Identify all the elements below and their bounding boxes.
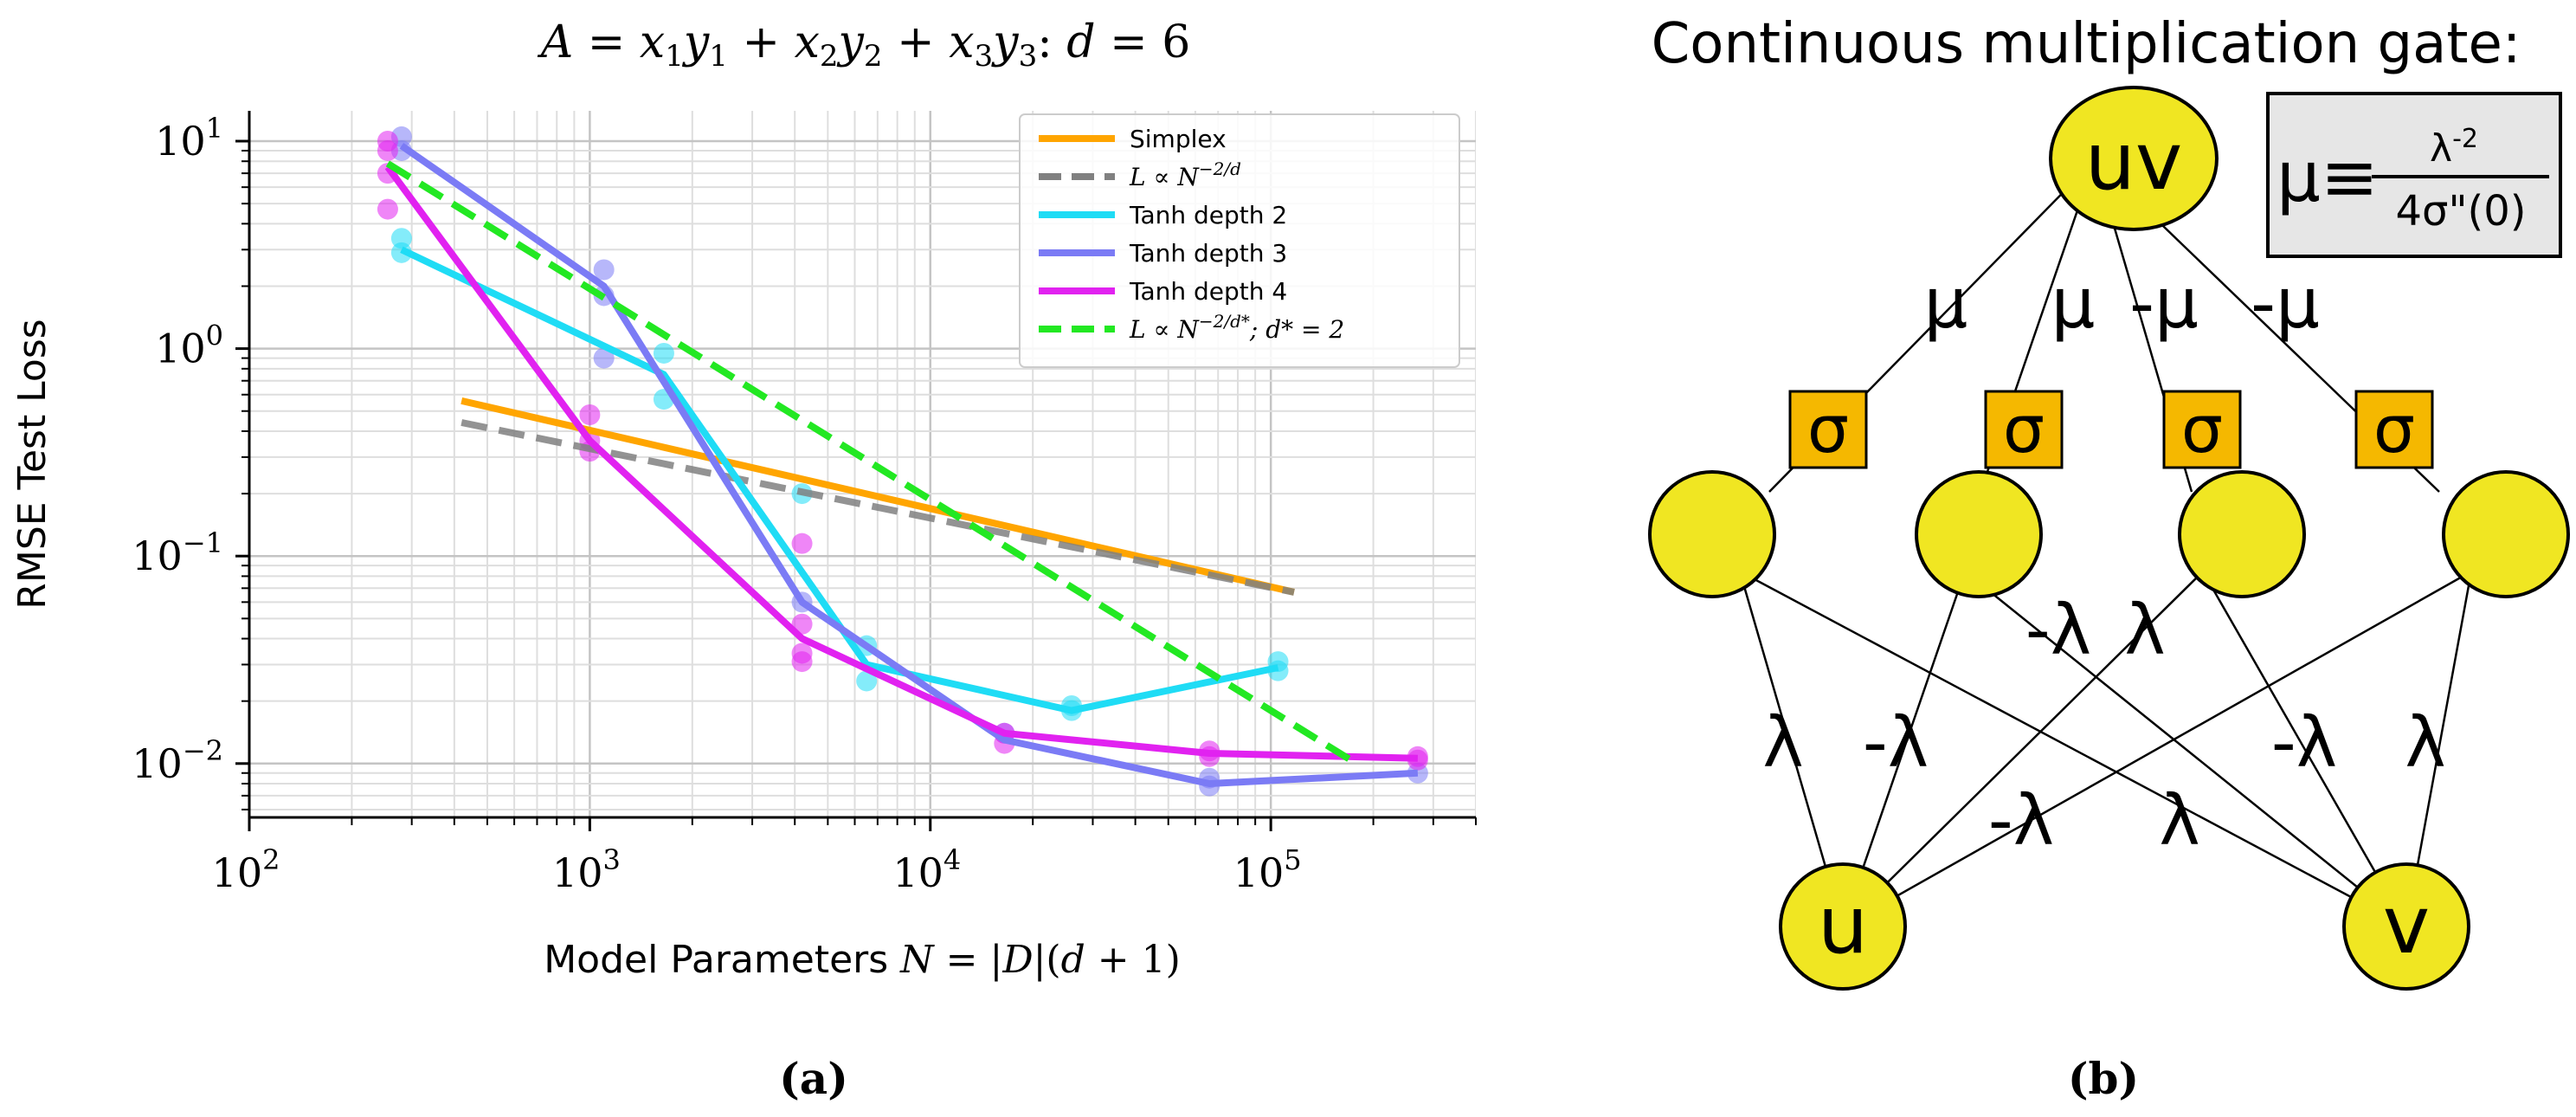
input-node-u: u [1779,862,1907,991]
legend-frame [1019,113,1460,368]
data-point [653,342,674,364]
panel-label-a: (a) [779,1053,848,1104]
bottom-weight-5: -λ [1988,780,2054,861]
y-tick-label: 101 [155,112,223,165]
series-line [400,246,1279,714]
hidden-node-2 [1915,470,2043,598]
y-tick-label: 100 [155,320,223,372]
hidden-node-4 [2442,470,2570,598]
legend-label: Tanh depth 2 [1129,201,1287,229]
bottom-weight-4: λ [2124,590,2165,670]
chart-grid [249,111,1476,817]
svg-text:u: u [1818,879,1868,972]
x-tick-label: 103 [552,843,621,896]
series-line [384,165,1418,762]
legend-label: Simplex [1130,125,1227,153]
hidden-node-3 [2178,470,2306,598]
series-line [460,419,1295,596]
chart-legend: Simplex L ∝ N−2/d Tanh depth 2 Tanh depth 3… [1019,113,1460,368]
data-point [377,198,398,220]
top-weight-1: μ [1924,263,1968,344]
legend-label: Tanh depth 4 [1129,277,1287,306]
y-tick-label: 10−1 [132,526,223,579]
data-point [593,347,615,369]
data-point [390,228,412,249]
svg-text:uv: uv [2085,115,2183,208]
data-point [791,533,813,554]
chart-panel-a: A = x1y1 + x2y2 + x3y3: d = 6 102 103 104 1… [10,16,1477,1104]
x-axis-ticks: 102 103 104 105 [212,817,1302,896]
y-tick-label: 10−2 [132,734,223,787]
bottom-weight-2: -λ [1863,702,1929,783]
series-line [399,143,1419,787]
chart-title: A = x1y1 + x2y2 + x3y3: d = 6 [538,16,1191,74]
input-node-v: v [2342,862,2470,991]
data-point [579,404,601,425]
top-weight-2: μ [2051,263,2096,344]
svg-text:v: v [2383,879,2430,972]
svg-text:σ: σ [2003,391,2045,468]
hidden-node-1 [1648,470,1776,598]
formula-denominator: 4σ"(0) [2395,187,2526,236]
mu-formula-box: μ≡ λ-2 4σ"(0) [2266,92,2562,258]
x-axis-label: Model Parameters N = |D|(d + 1) [544,938,1181,982]
bottom-weight-7: -λ [2271,702,2337,783]
y-axis-ticks: 10−2 10−1 100 101 [132,112,249,787]
svg-text:σ: σ [1807,391,1849,468]
series-line [460,397,1295,596]
formula-numerator: λ-2 [2430,124,2478,171]
diagram-panel-b: Continuous multiplication gate: μ≡ λ-2 4… [1648,12,2570,1104]
legend-label: L ∝ N−2/d*; d* = 2 [1129,311,1344,344]
x-tick-label: 104 [892,843,961,896]
output-node-uv: uv [2049,86,2219,231]
chart-series [377,126,1428,797]
bottom-weight-8: λ [2405,702,2445,783]
diagram-title: Continuous multiplication gate: [1652,12,2521,76]
x-tick-label: 102 [212,843,280,896]
data-point [791,651,813,673]
x-tick-label: 105 [1233,843,1302,896]
formula-lhs: μ≡ [2277,137,2379,217]
data-point [593,259,615,281]
data-point [377,139,398,161]
legend-label: L ∝ N−2/d [1129,158,1241,191]
data-point [856,670,878,692]
sigma-box-3: σ [2162,390,2242,469]
y-axis-label: RMSE Test Loss [10,319,55,609]
sigma-box-4: σ [2354,390,2434,469]
top-weight-3: -μ [2129,263,2199,344]
svg-text:σ: σ [2373,391,2415,468]
diagram-edges [1738,159,2473,928]
sigma-box-1: σ [1788,390,1868,469]
top-weight-4: -μ [2251,263,2320,344]
panel-label-b: (b) [2068,1053,2139,1104]
sigma-box-2: σ [1984,390,2064,469]
bottom-weight-3: -λ [2025,590,2091,670]
legend-label: Tanh depth 3 [1129,239,1287,268]
bottom-weight-1: λ [1762,702,1803,783]
svg-text:σ: σ [2181,391,2223,468]
bottom-weight-6: λ [2159,780,2199,861]
